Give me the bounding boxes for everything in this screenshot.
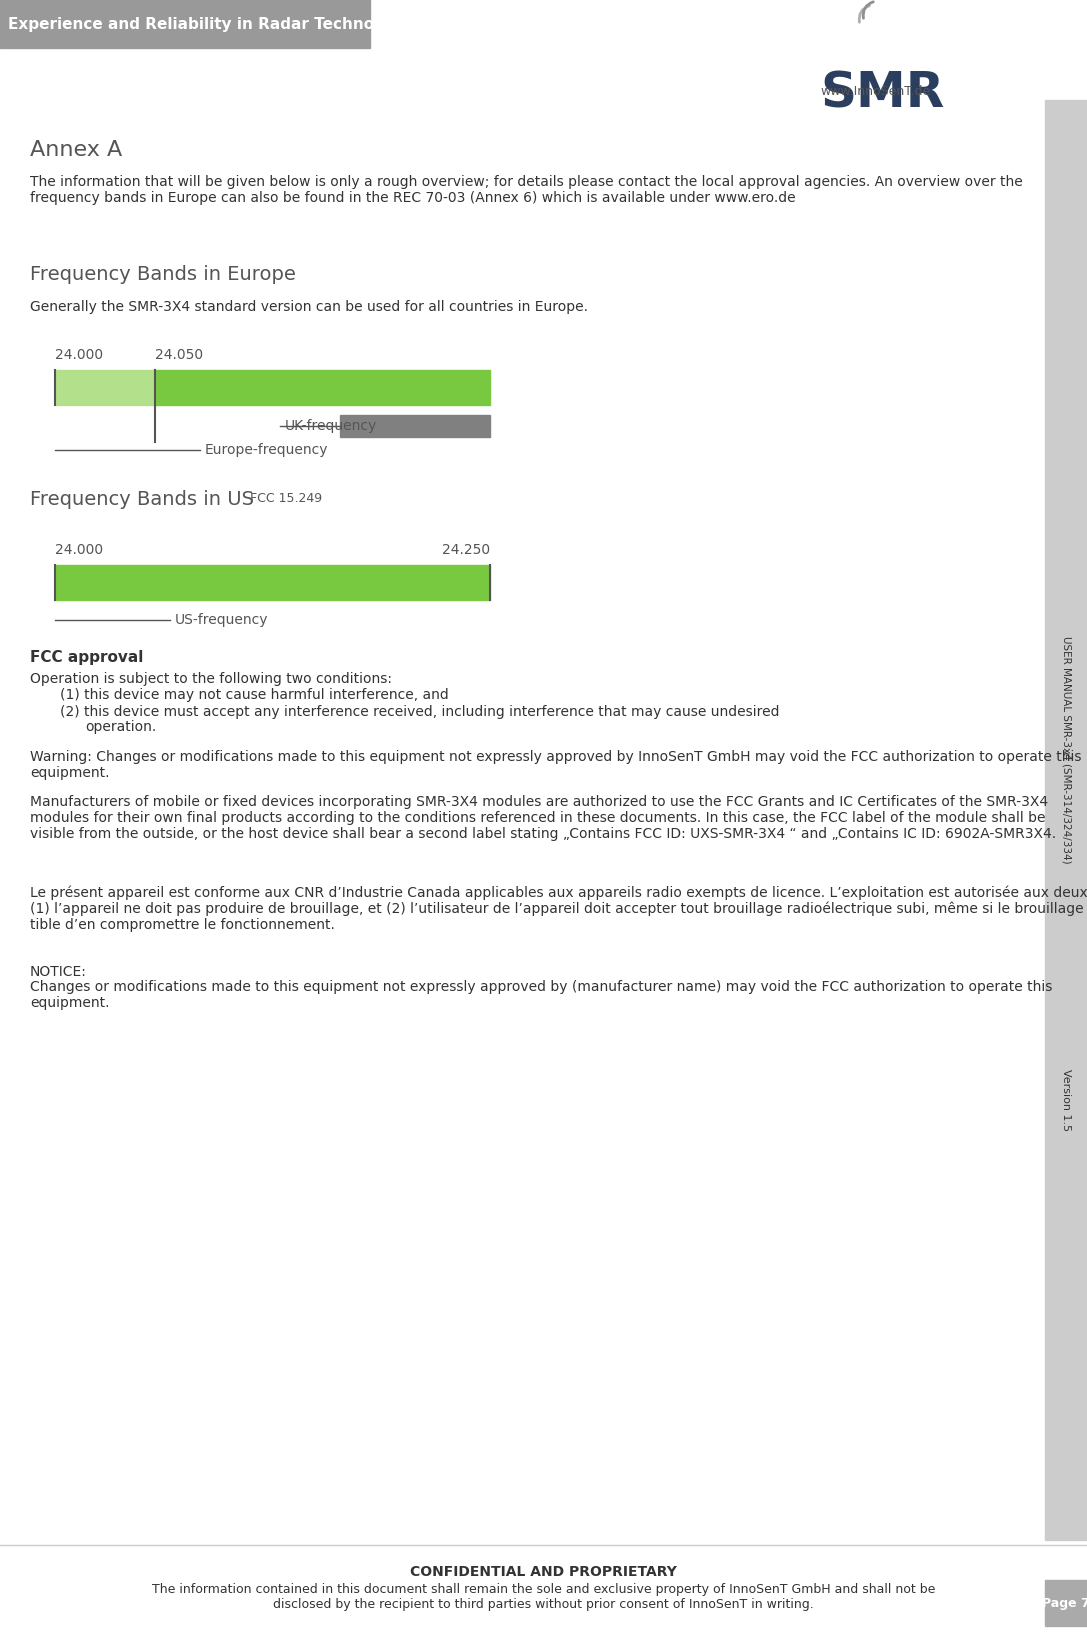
Text: www.InnoSenT.de: www.InnoSenT.de (820, 85, 930, 98)
Text: Page 7: Page 7 (1042, 1597, 1087, 1610)
Text: 24.000: 24.000 (55, 543, 103, 556)
Text: 24.250: 24.250 (442, 543, 490, 556)
Text: Annex A: Annex A (30, 141, 122, 160)
Bar (340, 416, 490, 437)
Text: Generally the SMR-3X4 standard version can be used for all countries in Europe.: Generally the SMR-3X4 standard version c… (30, 299, 588, 314)
Text: Changes or modifications made to this equipment not expressly approved by (manuf: Changes or modifications made to this eq… (30, 980, 1052, 1009)
Text: Frequency Bands in US: Frequency Bands in US (30, 491, 254, 509)
Text: The information contained in this document shall remain the sole and exclusive p: The information contained in this docume… (152, 1584, 935, 1611)
Text: Frequency Bands in Europe: Frequency Bands in Europe (30, 265, 296, 285)
Bar (1045, 100, 1087, 1539)
Text: USER MANUAL SMR-3x4 (SMR-314/324/334): USER MANUAL SMR-3x4 (SMR-314/324/334) (1061, 636, 1071, 864)
Bar (55, 370, 155, 406)
Text: SMR: SMR (820, 70, 945, 118)
Text: 24.050: 24.050 (155, 348, 203, 362)
Text: Version 1.5: Version 1.5 (1061, 1068, 1071, 1130)
Text: UK-frequency: UK-frequency (285, 419, 377, 434)
Text: Le présent appareil est conforme aux CNR d’Industrie Canada applicables aux appa: Le présent appareil est conforme aux CNR… (30, 885, 1087, 933)
Text: 24.000: 24.000 (55, 348, 103, 362)
Bar (1045, 1580, 1087, 1626)
Text: (1) this device may not cause harmful interference, and: (1) this device may not cause harmful in… (60, 689, 449, 702)
Text: Europe-frequency: Europe-frequency (205, 443, 328, 456)
Text: operation.: operation. (85, 720, 157, 735)
Text: Operation is subject to the following two conditions:: Operation is subject to the following tw… (30, 672, 392, 685)
Text: FCC approval: FCC approval (30, 649, 143, 664)
Text: FCC 15.249: FCC 15.249 (250, 492, 322, 506)
Text: The information that will be given below is only a rough overview; for details p: The information that will be given below… (30, 175, 1023, 204)
Text: Warning: Changes or modifications made to this equipment not expressly approved : Warning: Changes or modifications made t… (30, 749, 1082, 780)
Bar (155, 370, 490, 406)
Text: US-frequency: US-frequency (175, 614, 268, 627)
Text: NOTICE:: NOTICE: (30, 965, 87, 978)
Text: Experience and Reliability in Radar Technology: Experience and Reliability in Radar Tech… (8, 16, 411, 31)
Bar (55, 564, 490, 600)
Text: (2) this device must accept any interference received, including interference th: (2) this device must accept any interfer… (60, 705, 779, 718)
Text: CONFIDENTIAL AND PROPRIETARY: CONFIDENTIAL AND PROPRIETARY (410, 1566, 677, 1579)
Bar (0, 0, 370, 47)
Text: Manufacturers of mobile or fixed devices incorporating SMR-3X4 modules are autho: Manufacturers of mobile or fixed devices… (30, 795, 1057, 841)
